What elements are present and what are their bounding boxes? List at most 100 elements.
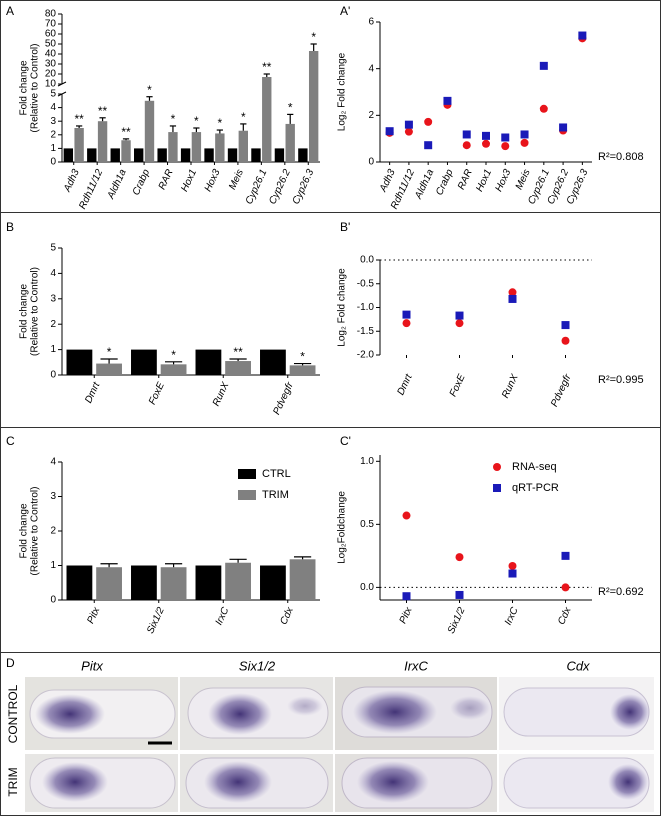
y-tick-label: 0 <box>50 370 56 381</box>
point <box>508 294 517 303</box>
x-tick-label: Cyp26.1 <box>244 168 270 206</box>
significance: ** <box>98 104 108 118</box>
x-tick-label: Six1/2 <box>145 605 167 635</box>
y-tick-label: 2 <box>50 129 56 140</box>
column-header: Cdx <box>566 658 590 673</box>
bar <box>238 130 248 162</box>
legend-swatch <box>238 490 256 500</box>
bar <box>160 364 187 375</box>
bar <box>97 121 108 162</box>
x-tick-label: RunX <box>211 380 232 408</box>
y-tick-label: 1 <box>50 143 56 154</box>
point <box>462 141 471 150</box>
point <box>520 138 529 147</box>
point <box>561 583 570 592</box>
bar <box>251 148 261 162</box>
bar <box>63 148 74 162</box>
legend-swatch <box>238 469 256 479</box>
y-tick-label: 50 <box>45 39 57 50</box>
significance: * <box>171 112 176 126</box>
y-tick-label: 4 <box>368 63 374 74</box>
point <box>561 336 570 345</box>
point <box>462 130 471 139</box>
y-tick-label: 0 <box>50 157 56 168</box>
bar <box>66 349 93 375</box>
y-tick-label: 60 <box>45 29 57 40</box>
y-tick-label: -1.5 <box>357 326 375 337</box>
legend-label: TRIM <box>262 489 289 501</box>
bar <box>131 565 157 600</box>
significance: * <box>107 345 112 359</box>
point <box>561 551 570 560</box>
bar <box>74 128 84 162</box>
x-tick-label: Dmrt <box>395 372 415 397</box>
x-tick-label: Pitx <box>85 605 102 626</box>
point <box>402 319 411 328</box>
x-tick-label: Aldh1a <box>105 167 129 201</box>
bar <box>191 132 202 162</box>
x-tick-label: Rdh11/12 <box>77 167 105 211</box>
y-tick-label: 40 <box>45 49 57 60</box>
image <box>180 754 333 812</box>
bar <box>260 349 286 375</box>
point <box>501 133 510 142</box>
y-tick-label: 70 <box>45 19 57 30</box>
annotation: R²=0.995 <box>598 374 644 386</box>
y-tick-label: 0 <box>368 157 374 168</box>
bar <box>274 148 285 162</box>
bar <box>195 565 222 600</box>
point <box>501 142 510 151</box>
bar <box>215 133 225 162</box>
x-tick-label: FoxE <box>147 380 167 406</box>
point <box>559 123 568 132</box>
panel-label: A <box>6 4 14 18</box>
y-tick-label: -2.0 <box>357 350 375 361</box>
y-tick-label: 2 <box>50 319 56 330</box>
point <box>508 561 517 570</box>
y-tick-label: -0.5 <box>357 278 375 289</box>
point <box>385 127 394 136</box>
bar <box>160 567 187 600</box>
bar <box>96 363 122 375</box>
x-tick-label: Pdvegfr <box>549 372 574 408</box>
point <box>539 61 548 70</box>
panel-label: B' <box>340 220 350 234</box>
x-tick-label: Adh3 <box>377 167 397 194</box>
point <box>455 311 464 320</box>
legend-label: qRT-PCR <box>512 482 559 494</box>
bar <box>285 123 295 162</box>
point <box>508 569 517 578</box>
bar <box>260 565 286 600</box>
y-axis-label: Log₂ Fold change <box>337 268 348 347</box>
column-header: Pitx <box>81 658 103 673</box>
significance: * <box>288 101 293 115</box>
panel-label: D <box>6 656 15 670</box>
significance: ** <box>121 125 131 139</box>
y-tick-label: 10 <box>45 79 57 90</box>
y-tick-label: 4 <box>50 457 56 468</box>
image <box>180 677 333 750</box>
y-tick-label: 1.0 <box>360 456 374 467</box>
significance: ** <box>262 60 272 74</box>
x-tick-label: Crabp <box>434 167 456 197</box>
x-tick-label: Hox1 <box>474 168 494 194</box>
significance: ** <box>233 345 243 359</box>
bar <box>227 148 238 162</box>
bar <box>168 132 178 162</box>
y-tick-label: 4 <box>50 268 56 279</box>
significance: * <box>218 116 223 130</box>
point <box>402 310 411 319</box>
point <box>578 31 587 40</box>
y-tick-label: 5 <box>50 243 56 254</box>
column-header: Six1/2 <box>239 658 276 673</box>
y-tick-label: 3 <box>50 116 56 127</box>
annotation: R²=0.692 <box>598 586 644 598</box>
panel-label: B <box>6 220 14 234</box>
significance: * <box>300 350 305 364</box>
point <box>482 131 490 140</box>
x-tick-label: Six1/2 <box>446 605 468 635</box>
legend-marker <box>493 463 501 471</box>
x-tick-label: FoxE <box>448 372 468 398</box>
y-tick-label: -1.0 <box>357 302 375 313</box>
